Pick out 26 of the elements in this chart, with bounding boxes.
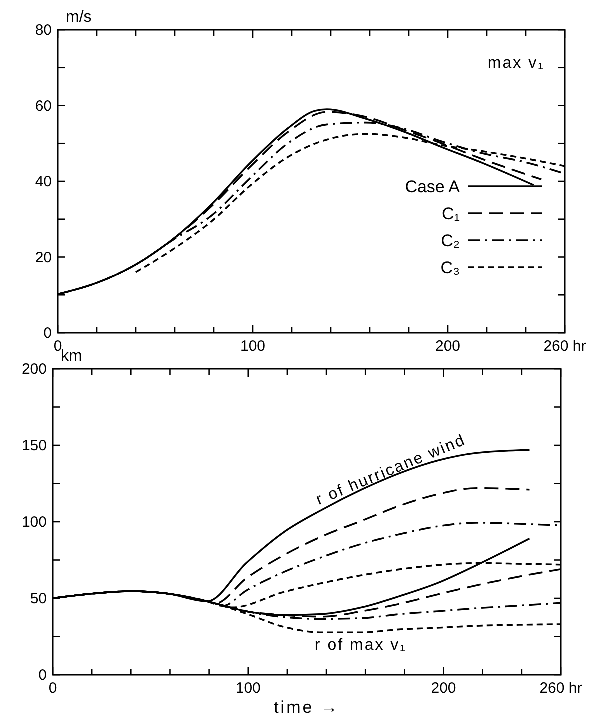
x-axis-title: time → bbox=[274, 698, 340, 717]
y-tick-label: 150 bbox=[22, 438, 47, 454]
legend-label: Case A bbox=[405, 178, 461, 196]
x-tick-label: 0 bbox=[54, 338, 62, 355]
x-tick-label: 260 hr bbox=[540, 680, 582, 697]
y-tick-label: 40 bbox=[35, 174, 52, 190]
annotation: max v₁ bbox=[488, 55, 545, 72]
y-axis-title: km bbox=[61, 348, 82, 365]
x-tick-label: 260 hr bbox=[544, 338, 586, 355]
legend-label: C₂ bbox=[441, 232, 460, 250]
y-tick-label: 200 bbox=[22, 361, 47, 378]
y-tick-label: 0 bbox=[44, 325, 52, 342]
y-tick-label: 80 bbox=[35, 22, 52, 39]
y-tick-label: 20 bbox=[35, 249, 52, 266]
annotation: r of max v₁ bbox=[314, 637, 408, 654]
legend-label: C₃ bbox=[440, 258, 460, 278]
y-tick-label: 60 bbox=[35, 98, 52, 115]
x-tick-label: 100 bbox=[240, 338, 266, 355]
y-tick-label: 100 bbox=[22, 514, 47, 531]
y-tick-label: 50 bbox=[30, 590, 47, 608]
legend-label: C₁ bbox=[442, 204, 460, 224]
y-axis-title: m/s bbox=[66, 9, 92, 26]
x-tick-label: 100 bbox=[236, 680, 261, 697]
x-tick-label: 200 bbox=[435, 338, 461, 355]
x-tick-label: 200 bbox=[431, 680, 456, 697]
y-tick-label: 0 bbox=[38, 667, 47, 684]
